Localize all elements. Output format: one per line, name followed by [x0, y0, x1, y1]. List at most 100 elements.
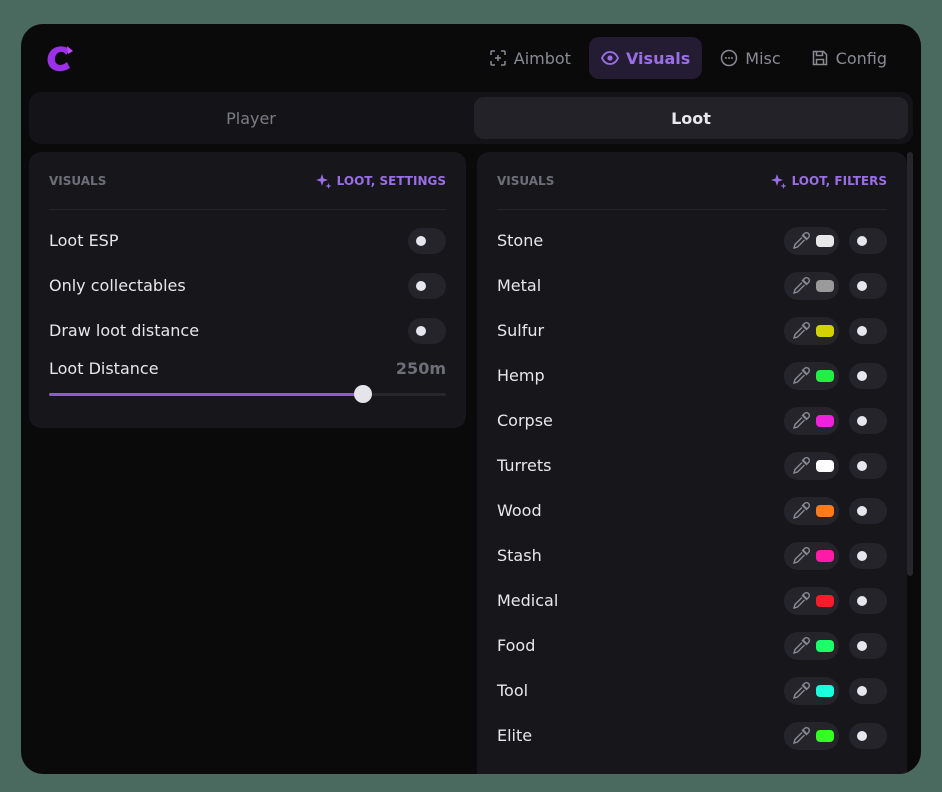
- toggle-switch[interactable]: [408, 272, 446, 299]
- toggle-switch[interactable]: [849, 317, 887, 344]
- color-picker-button[interactable]: [784, 586, 839, 615]
- nav-tab-misc[interactable]: Misc: [708, 37, 792, 79]
- loot-item-row: Sulfur: [497, 308, 887, 353]
- color-swatch: [816, 234, 834, 247]
- eyedropper-icon: [792, 231, 810, 249]
- loot-item-label: Turrets: [497, 456, 552, 475]
- eyedropper-icon: [792, 366, 810, 384]
- loot-item-row: Corpse: [497, 398, 887, 443]
- loot-distance-slider[interactable]: Loot Distance 250m: [49, 359, 446, 403]
- app-window: Aimbot Visuals Misc Config Player Loot VISUA…: [21, 24, 921, 774]
- setting-label: Only collectables: [49, 276, 186, 295]
- loot-item-row: Stash: [497, 533, 887, 578]
- sparkle-icon: [770, 173, 787, 189]
- toggle-switch[interactable]: [408, 227, 446, 254]
- eyedropper-icon: [792, 726, 810, 744]
- toggle-switch[interactable]: [849, 587, 887, 614]
- toggle-switch[interactable]: [849, 677, 887, 704]
- setting-row: Loot ESP: [49, 218, 446, 263]
- scrollbar[interactable]: [907, 152, 913, 576]
- eyedropper-icon: [792, 681, 810, 699]
- panel-title: VISUALS: [49, 173, 107, 188]
- subtab-loot[interactable]: Loot: [474, 97, 908, 139]
- eyedropper-icon: [792, 321, 810, 339]
- color-swatch: [816, 279, 834, 292]
- color-picker-button[interactable]: [784, 226, 839, 255]
- loot-filters-panel: VISUALS LOOT, FILTERS Stone Metal Sulfur He…: [477, 152, 907, 774]
- loot-item-label: Elite: [497, 726, 533, 745]
- toggle-switch[interactable]: [849, 497, 887, 524]
- color-swatch: [816, 459, 834, 472]
- loot-item-row: Hemp: [497, 353, 887, 398]
- toggle-switch[interactable]: [849, 272, 887, 299]
- color-picker-button[interactable]: [784, 541, 839, 570]
- loot-item-label: Food: [497, 636, 536, 655]
- toggle-switch[interactable]: [408, 317, 446, 344]
- toggle-switch[interactable]: [849, 227, 887, 254]
- color-picker-button[interactable]: [784, 451, 839, 480]
- nav-tab-aimbot[interactable]: Aimbot: [477, 37, 583, 79]
- toggle-switch[interactable]: [849, 722, 887, 749]
- dots-circle-icon: [721, 49, 738, 67]
- eyedropper-icon: [792, 591, 810, 609]
- setting-row: Only collectables: [49, 263, 446, 308]
- nav-tab-config[interactable]: Config: [799, 37, 899, 79]
- color-swatch: [816, 729, 834, 742]
- color-swatch: [816, 684, 834, 697]
- color-swatch: [816, 369, 834, 382]
- nav-tab-label: Visuals: [625, 48, 691, 68]
- loot-item-label: Tool: [497, 681, 529, 700]
- nav-tab-label: Config: [835, 48, 887, 68]
- color-swatch: [816, 639, 834, 652]
- color-picker-button[interactable]: [784, 721, 839, 750]
- main-nav: Aimbot Visuals Misc Config: [477, 37, 899, 79]
- color-swatch: [816, 414, 834, 427]
- panel-title: VISUALS: [497, 173, 555, 188]
- eyedropper-icon: [792, 456, 810, 474]
- color-swatch: [816, 504, 834, 517]
- color-picker-button[interactable]: [784, 316, 839, 345]
- loot-item-label: Wood: [497, 501, 542, 520]
- color-swatch: [816, 324, 834, 337]
- panel-tag-label: LOOT, SETTINGS: [336, 173, 446, 188]
- loot-item-label: Metal: [497, 276, 542, 295]
- slider-fill: [49, 393, 363, 396]
- subtab-player[interactable]: Player: [226, 108, 276, 128]
- sparkle-icon: [315, 173, 332, 189]
- logo: [47, 46, 73, 72]
- toggle-switch[interactable]: [849, 632, 887, 659]
- slider-thumb[interactable]: [353, 385, 372, 403]
- nav-tab-label: Misc: [745, 48, 781, 68]
- save-icon: [812, 50, 827, 66]
- loot-item-row: Wood: [497, 488, 887, 533]
- color-picker-button[interactable]: [784, 406, 839, 435]
- panel-tag-label: LOOT, FILTERS: [791, 173, 887, 188]
- color-picker-button[interactable]: [784, 361, 839, 390]
- color-picker-button[interactable]: [784, 496, 839, 525]
- nav-tab-visuals[interactable]: Visuals: [588, 37, 703, 79]
- loot-item-label: Corpse: [497, 411, 553, 430]
- nav-tab-label: Aimbot: [513, 48, 571, 68]
- toggle-switch[interactable]: [849, 452, 887, 479]
- loot-item-row: Tool: [497, 668, 887, 713]
- color-picker-button[interactable]: [784, 676, 839, 705]
- slider-track[interactable]: [49, 385, 446, 403]
- eyedropper-icon: [792, 501, 810, 519]
- loot-item-row: Stone: [497, 218, 887, 263]
- toggle-switch[interactable]: [849, 362, 887, 389]
- toggle-switch[interactable]: [849, 407, 887, 434]
- toggle-switch[interactable]: [849, 542, 887, 569]
- loot-item-label: Medical: [497, 591, 559, 610]
- panel-tag: LOOT, SETTINGS: [315, 173, 446, 189]
- slider-label: Loot Distance: [49, 359, 159, 378]
- color-swatch: [816, 549, 834, 562]
- eyedropper-icon: [792, 276, 810, 294]
- color-picker-button[interactable]: [784, 631, 839, 660]
- color-picker-button[interactable]: [784, 271, 839, 300]
- eyedropper-icon: [792, 546, 810, 564]
- loot-settings-panel: VISUALS LOOT, SETTINGS Loot ESP Only coll…: [29, 152, 466, 428]
- loot-item-row: Metal: [497, 263, 887, 308]
- eyedropper-icon: [792, 636, 810, 654]
- color-swatch: [816, 594, 834, 607]
- loot-item-row: Turrets: [497, 443, 887, 488]
